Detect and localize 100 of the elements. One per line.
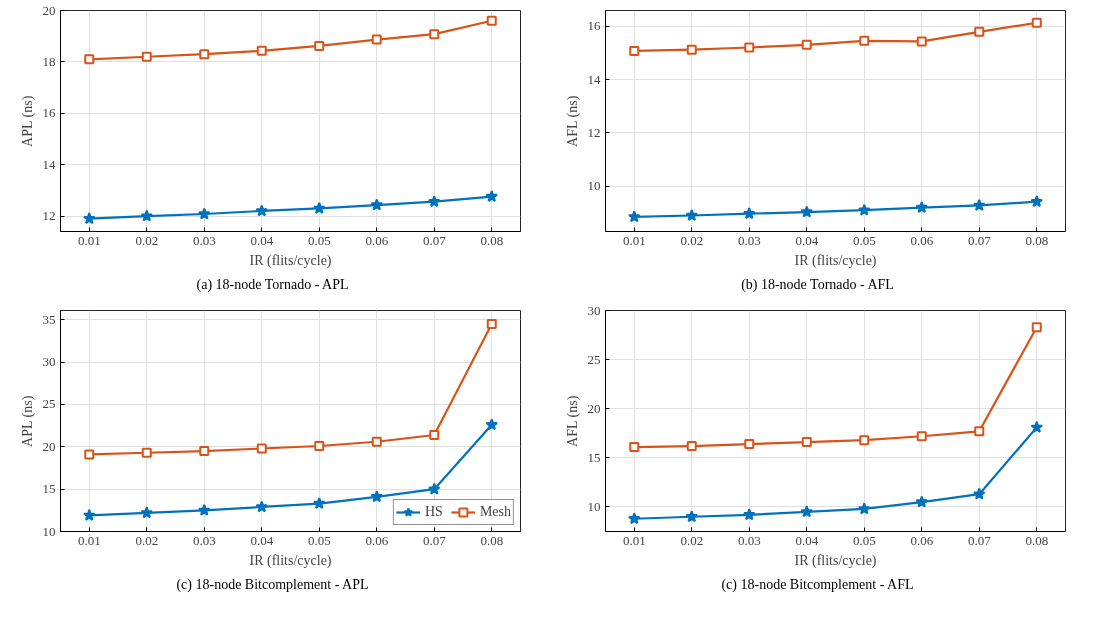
y-tick-label: 16 bbox=[587, 18, 601, 34]
point bbox=[973, 487, 986, 500]
y-tick-label: 20 bbox=[587, 400, 601, 416]
point bbox=[629, 442, 640, 453]
x-tick-label: 0.03 bbox=[737, 232, 761, 248]
y-tick-label: 25 bbox=[42, 396, 56, 412]
y-axis-title: AFL (ns) bbox=[564, 95, 581, 147]
point bbox=[486, 15, 497, 26]
x-tick-label: 0.02 bbox=[135, 232, 159, 248]
point bbox=[800, 205, 813, 218]
x-tick-label: 0.02 bbox=[680, 532, 704, 548]
text: (c) 18-node Bitcomplement - AFL bbox=[721, 576, 914, 594]
point bbox=[255, 204, 268, 217]
x-tick-label: 0.05 bbox=[307, 532, 331, 548]
x-tick-label: 0.07 bbox=[967, 232, 992, 248]
y-tick-label: 30 bbox=[42, 354, 56, 370]
point bbox=[141, 447, 152, 458]
text: (a) 18-node Tornado - APL bbox=[196, 276, 349, 294]
y-axis-title: APL (ns) bbox=[19, 95, 36, 147]
point bbox=[974, 426, 985, 437]
point bbox=[686, 441, 697, 452]
x-tick-label: 0.08 bbox=[1025, 532, 1049, 548]
point bbox=[198, 503, 211, 516]
x-tick-label: 0.06 bbox=[910, 232, 934, 248]
x-tick-label: 0.01 bbox=[622, 532, 646, 548]
y-tick-label: 16 bbox=[42, 105, 56, 121]
legend-label: HS bbox=[424, 504, 444, 520]
x-tick-label: 0.07 bbox=[422, 532, 447, 548]
point bbox=[629, 45, 640, 56]
x-tick-label: 0.05 bbox=[852, 532, 876, 548]
point bbox=[370, 490, 383, 503]
point bbox=[371, 436, 382, 447]
point bbox=[1031, 17, 1042, 28]
point bbox=[859, 35, 870, 46]
x-tick-label: 0.08 bbox=[480, 232, 504, 248]
y-axis-title: AFL (ns) bbox=[564, 395, 581, 447]
x-tick-label: 0.03 bbox=[737, 532, 761, 548]
point bbox=[429, 429, 440, 440]
y-axis-title: APL (ns) bbox=[19, 395, 36, 447]
point bbox=[256, 45, 267, 56]
point bbox=[141, 51, 152, 62]
point bbox=[685, 510, 698, 523]
y-tick-label: 14 bbox=[42, 156, 56, 172]
y-tick-label: 15 bbox=[42, 481, 56, 497]
point bbox=[858, 203, 871, 216]
x-tick-label: 0.01 bbox=[77, 232, 101, 248]
point bbox=[485, 190, 498, 202]
point bbox=[256, 443, 267, 454]
x-tick-label: 0.04 bbox=[250, 232, 274, 248]
x-tick-label: 0.06 bbox=[910, 532, 934, 548]
point bbox=[1030, 195, 1043, 208]
point bbox=[974, 26, 985, 37]
x-tick-label: 0.05 bbox=[852, 232, 876, 248]
point bbox=[686, 44, 697, 55]
point bbox=[83, 212, 96, 225]
point bbox=[485, 418, 498, 431]
point bbox=[801, 39, 812, 50]
x-tick-label: 0.04 bbox=[250, 532, 274, 548]
y-tick-label: 20 bbox=[42, 438, 56, 454]
x-tick-label: 0.08 bbox=[1025, 232, 1049, 248]
point bbox=[428, 195, 441, 208]
point bbox=[915, 201, 928, 213]
text: (b) 18-node Tornado - AFL bbox=[741, 276, 894, 294]
y-tick-label: 20 bbox=[42, 2, 56, 18]
point bbox=[685, 209, 698, 221]
y-tick-label: 10 bbox=[587, 178, 601, 194]
x-tick-label: 0.07 bbox=[422, 232, 447, 248]
point bbox=[83, 508, 96, 521]
x-tick-label: 0.06 bbox=[365, 532, 389, 548]
point bbox=[858, 502, 871, 515]
legend-label: Mesh bbox=[479, 504, 511, 520]
y-tick-label: 10 bbox=[42, 523, 56, 539]
point bbox=[199, 446, 210, 457]
point bbox=[314, 40, 325, 51]
point bbox=[915, 495, 928, 508]
point bbox=[744, 439, 755, 450]
y-tick-label: 18 bbox=[42, 53, 56, 69]
x-axis-title: IR (flits/cycle) bbox=[249, 552, 332, 569]
point bbox=[313, 201, 326, 214]
x-tick-label: 0.04 bbox=[795, 232, 819, 248]
point bbox=[743, 207, 756, 220]
y-tick-label: 15 bbox=[587, 449, 601, 465]
point bbox=[84, 54, 95, 65]
x-tick-label: 0.07 bbox=[967, 532, 992, 548]
x-tick-label: 0.01 bbox=[622, 232, 646, 248]
x-tick-label: 0.04 bbox=[795, 532, 819, 548]
x-axis-title: IR (flits/cycle) bbox=[794, 552, 877, 569]
y-tick-label: 14 bbox=[587, 71, 601, 87]
point bbox=[916, 431, 927, 442]
point bbox=[973, 198, 986, 211]
x-axis-title: IR (flits/cycle) bbox=[249, 252, 332, 269]
x-tick-label: 0.03 bbox=[192, 232, 216, 248]
x-tick-label: 0.02 bbox=[680, 232, 704, 248]
point bbox=[859, 435, 870, 446]
point bbox=[199, 49, 210, 60]
x-axis-title: IR (flits/cycle) bbox=[794, 252, 877, 269]
point bbox=[314, 440, 325, 451]
point bbox=[428, 482, 441, 495]
x-tick-label: 0.06 bbox=[365, 232, 389, 248]
point bbox=[140, 506, 153, 519]
